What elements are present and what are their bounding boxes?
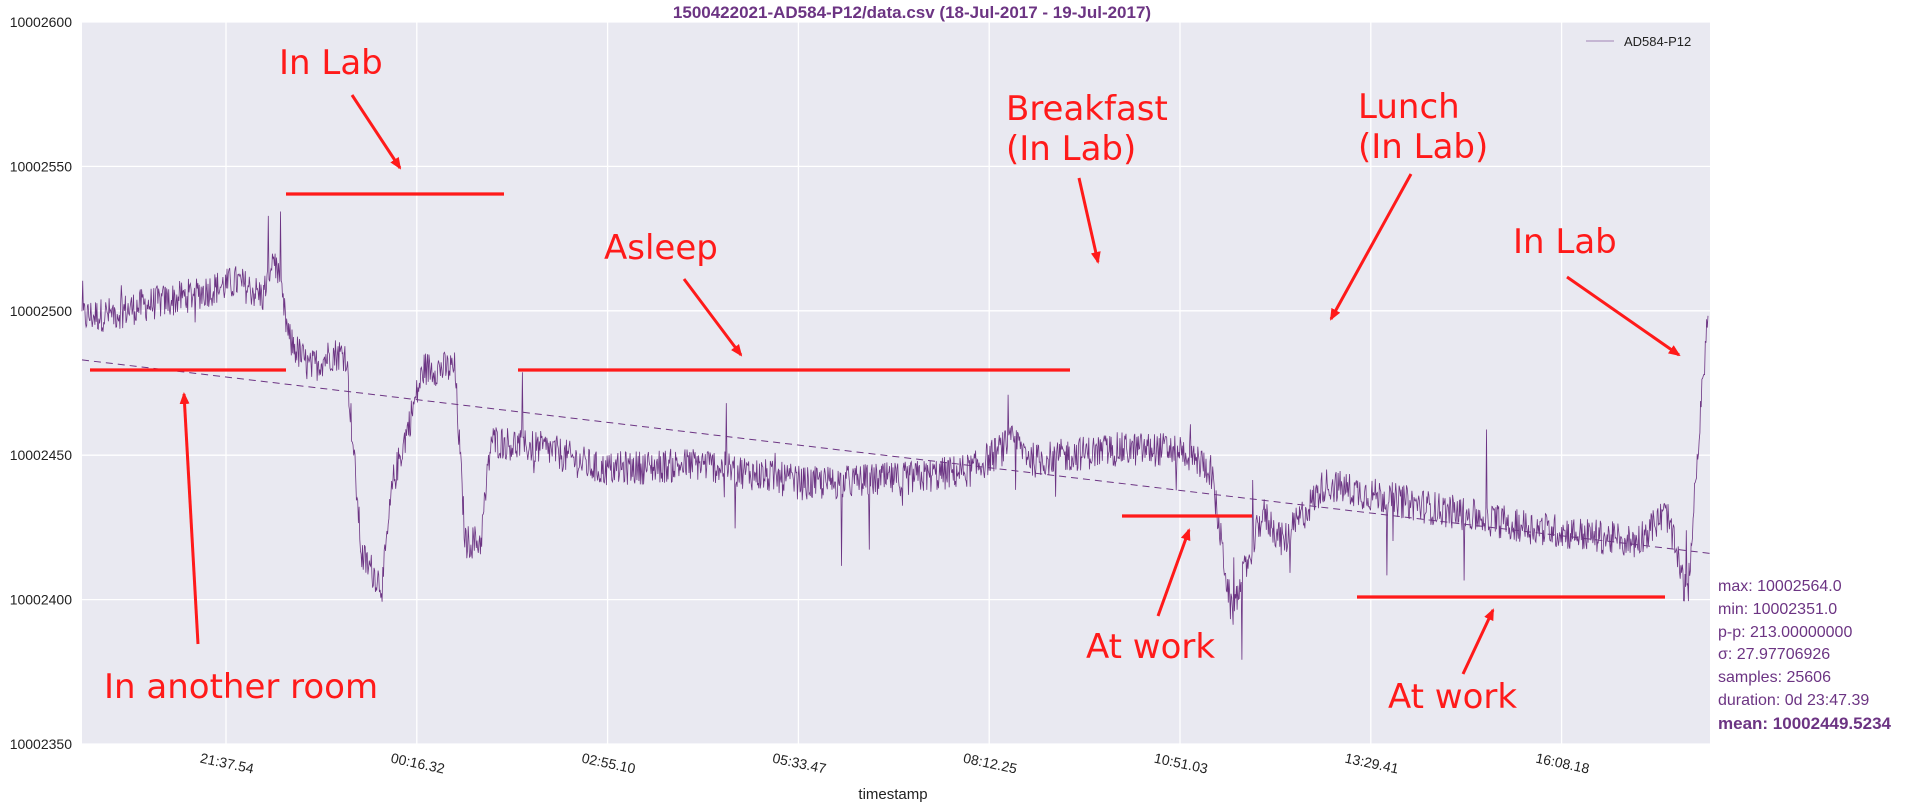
annotation: At work: [1086, 514, 1252, 667]
series-line-ad584-p12: [81, 211, 1709, 660]
annotation: Asleep: [518, 228, 1070, 372]
annotation-text: Breakfast (In Lab): [1006, 89, 1168, 169]
stats-samples: samples: 25606: [1718, 669, 1831, 687]
plot-area: [82, 22, 1710, 744]
stats-panel: max: 10002564.0 min: 10002351.0 p-p: 213…: [1718, 576, 1908, 736]
stats-max: max: 10002564.0: [1718, 578, 1842, 595]
annotation: In another room: [90, 368, 378, 707]
annotation-arrow: [179, 392, 200, 645]
x-axis-label: timestamp: [858, 786, 927, 803]
chart-title: 1500422021-AD584-P12/data.csv (18-Jul-20…: [673, 3, 1151, 22]
x-tick-label: 16:08.18: [1534, 750, 1591, 777]
x-tick-label: 05:33.47: [771, 750, 828, 777]
stats-mean: mean: 10002449.5234: [1718, 713, 1891, 733]
x-tick-label: 00:16.32: [390, 750, 447, 777]
annotation-text: In Lab: [1513, 222, 1617, 262]
y-tick-label: 10002600: [10, 14, 73, 30]
annotation-arrow: [1329, 173, 1413, 321]
stats-duration: duration: 0d 23:47.39: [1718, 691, 1870, 709]
x-tick-label: 13:29.41: [1344, 750, 1401, 777]
y-tick-label: 10002500: [10, 303, 73, 319]
y-tick-label: 10002400: [10, 592, 73, 608]
x-gridlines: [225, 22, 1563, 744]
annotation-text: Asleep: [604, 228, 718, 268]
annotation-arrow: [1077, 177, 1101, 264]
annotations: In another room In Lab Asleep Breakfast (In …: [90, 43, 1681, 717]
x-tick-label: 02:55.10: [580, 750, 637, 777]
annotation-arrow: [1156, 528, 1191, 617]
y-tick-label: 10002550: [10, 158, 73, 174]
stats-pp: p-p: 213.00000000: [1718, 623, 1853, 641]
legend: AD584-P12: [1586, 34, 1691, 49]
trend-line: [81, 359, 1711, 554]
annotation-text: At work: [1086, 627, 1215, 667]
annotation-text: In another room: [104, 667, 378, 707]
annotation: Breakfast (In Lab): [1006, 89, 1168, 264]
y-tick-label: 10002450: [10, 447, 73, 463]
annotation-arrow: [1566, 275, 1681, 357]
x-tick-labels: 21:37.54 00:16.32 02:55.10 05:33.47 08:12.25…: [199, 750, 1591, 777]
annotation: Lunch (In Lab): [1329, 87, 1488, 321]
y-tick-label: 10002350: [10, 736, 73, 752]
x-tick-label: 21:37.54: [199, 750, 256, 777]
annotation-arrow: [1461, 608, 1495, 675]
y-tick-labels: 10002350 10002400 10002450 10002500 10002550…: [10, 14, 73, 752]
annotation-text: Lunch (In Lab): [1358, 87, 1488, 167]
x-tick-label: 08:12.25: [962, 750, 1019, 777]
annotation-text: In Lab: [279, 43, 383, 83]
stats-min: min: 10002351.0: [1718, 600, 1838, 618]
stats-sigma: σ: 27.97706926: [1718, 646, 1831, 664]
annotation: In Lab: [279, 43, 504, 196]
annotation-arrow: [682, 278, 743, 357]
legend-label: AD584-P12: [1624, 34, 1691, 49]
annotation-text: At work: [1388, 677, 1517, 717]
annotation: In Lab: [1513, 222, 1681, 357]
annotation: At work: [1357, 595, 1665, 717]
annotation-arrow: [350, 94, 402, 170]
x-tick-label: 10:51.03: [1153, 750, 1210, 777]
